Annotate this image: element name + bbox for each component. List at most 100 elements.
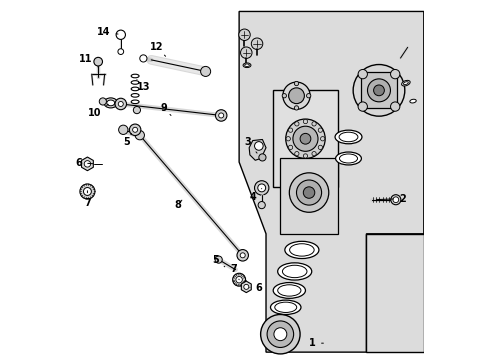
Circle shape xyxy=(282,82,309,109)
Ellipse shape xyxy=(339,154,357,163)
Circle shape xyxy=(258,202,265,209)
Ellipse shape xyxy=(409,99,415,103)
Circle shape xyxy=(215,256,222,263)
Circle shape xyxy=(303,120,307,124)
Text: 5: 5 xyxy=(212,255,224,267)
Circle shape xyxy=(140,55,147,62)
Circle shape xyxy=(288,88,304,104)
Circle shape xyxy=(296,180,321,205)
Circle shape xyxy=(115,98,126,110)
Text: 4: 4 xyxy=(249,189,261,202)
Circle shape xyxy=(357,69,366,79)
Circle shape xyxy=(390,69,399,79)
Circle shape xyxy=(116,30,125,40)
Ellipse shape xyxy=(277,263,311,280)
Text: 7: 7 xyxy=(230,264,239,280)
Circle shape xyxy=(232,273,245,286)
Circle shape xyxy=(294,122,298,126)
Circle shape xyxy=(282,94,286,98)
Ellipse shape xyxy=(106,100,115,106)
Circle shape xyxy=(318,128,322,132)
Text: 5: 5 xyxy=(123,134,131,147)
Circle shape xyxy=(260,315,300,354)
Text: 13: 13 xyxy=(136,80,150,93)
Circle shape xyxy=(292,126,317,151)
Circle shape xyxy=(390,102,399,111)
Polygon shape xyxy=(249,139,265,160)
Circle shape xyxy=(273,328,286,341)
Circle shape xyxy=(240,47,251,58)
Circle shape xyxy=(311,152,316,156)
Polygon shape xyxy=(273,90,337,187)
Circle shape xyxy=(266,321,293,347)
Circle shape xyxy=(288,128,292,132)
Ellipse shape xyxy=(401,80,409,86)
Circle shape xyxy=(294,81,298,86)
Circle shape xyxy=(285,119,325,158)
Circle shape xyxy=(367,79,389,102)
Circle shape xyxy=(320,136,324,141)
Polygon shape xyxy=(239,12,423,352)
Text: 14: 14 xyxy=(97,27,118,37)
Circle shape xyxy=(289,173,328,212)
Ellipse shape xyxy=(243,63,250,68)
Text: 10: 10 xyxy=(88,104,108,118)
Circle shape xyxy=(238,29,250,41)
Ellipse shape xyxy=(282,265,306,278)
Text: 9: 9 xyxy=(160,103,171,116)
Circle shape xyxy=(288,145,292,149)
Circle shape xyxy=(373,85,384,96)
Polygon shape xyxy=(81,157,93,171)
Circle shape xyxy=(135,131,144,140)
Circle shape xyxy=(129,124,141,135)
Circle shape xyxy=(357,102,366,111)
Ellipse shape xyxy=(274,302,296,312)
Ellipse shape xyxy=(270,300,301,315)
Circle shape xyxy=(84,161,90,167)
Polygon shape xyxy=(366,234,423,352)
Circle shape xyxy=(303,154,307,158)
Circle shape xyxy=(303,187,314,198)
Circle shape xyxy=(311,122,316,126)
Circle shape xyxy=(258,154,265,161)
Circle shape xyxy=(254,181,268,195)
Ellipse shape xyxy=(273,283,305,298)
Circle shape xyxy=(251,38,262,49)
Circle shape xyxy=(218,113,223,118)
Ellipse shape xyxy=(277,285,300,296)
Circle shape xyxy=(215,110,226,121)
Circle shape xyxy=(254,141,263,150)
Circle shape xyxy=(118,102,123,107)
Text: 11: 11 xyxy=(79,54,98,67)
Circle shape xyxy=(306,94,310,98)
Circle shape xyxy=(240,253,244,258)
Circle shape xyxy=(83,188,91,195)
Circle shape xyxy=(257,184,265,192)
Circle shape xyxy=(392,197,398,203)
Ellipse shape xyxy=(285,241,318,258)
Ellipse shape xyxy=(334,130,361,144)
Circle shape xyxy=(200,66,210,76)
Circle shape xyxy=(300,134,310,144)
Text: 2: 2 xyxy=(376,194,405,204)
Circle shape xyxy=(132,127,137,132)
Ellipse shape xyxy=(335,152,361,165)
Polygon shape xyxy=(241,281,251,293)
Circle shape xyxy=(99,98,106,105)
Circle shape xyxy=(118,49,123,54)
Circle shape xyxy=(133,107,140,114)
Text: 1: 1 xyxy=(308,338,323,348)
Text: 6: 6 xyxy=(249,283,262,293)
Circle shape xyxy=(352,64,404,116)
Text: 3: 3 xyxy=(244,138,257,153)
Ellipse shape xyxy=(244,64,249,67)
Circle shape xyxy=(285,136,290,141)
Circle shape xyxy=(115,101,122,108)
Text: 7: 7 xyxy=(84,191,91,208)
Ellipse shape xyxy=(289,244,313,256)
Circle shape xyxy=(235,276,242,283)
Circle shape xyxy=(318,145,322,149)
Ellipse shape xyxy=(403,82,407,85)
Text: 12: 12 xyxy=(150,42,165,56)
Circle shape xyxy=(237,249,248,261)
